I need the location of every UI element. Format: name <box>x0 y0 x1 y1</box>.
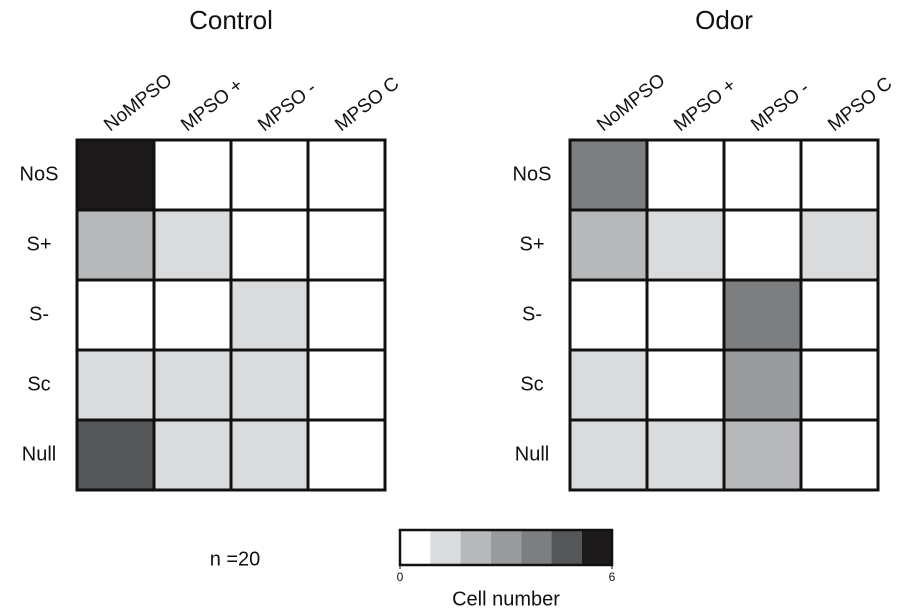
heatmap-cell <box>229 348 310 422</box>
heatmap-cell <box>799 138 880 212</box>
heatmap-cell <box>722 208 803 282</box>
heatmap-cell <box>645 278 726 352</box>
row-label: Null <box>22 443 56 465</box>
colorbar-swatch <box>460 530 491 565</box>
heatmap-cell <box>306 208 387 282</box>
heatmap-cell <box>722 348 803 422</box>
row-label: Sc <box>27 373 50 395</box>
colorbar-swatch <box>521 530 552 565</box>
colorbar-swatch <box>581 530 612 565</box>
heatmap-cell <box>568 418 649 492</box>
colorbar-frame <box>398 528 614 567</box>
heatmap-cell <box>229 418 310 492</box>
heatmap-cell <box>722 418 803 492</box>
heatmap-cell <box>75 138 156 212</box>
heatmap-cell <box>229 208 310 282</box>
row-label: Null <box>515 443 549 465</box>
heatmap-cell <box>568 348 649 422</box>
heatmap-cell <box>306 138 387 212</box>
row-label: NoS <box>513 163 552 185</box>
colorbar-swatch <box>400 530 431 565</box>
heatmap-cell <box>722 138 803 212</box>
heatmap-cell <box>306 278 387 352</box>
column-label: MPSO C <box>824 73 896 136</box>
heatmap-cell <box>306 418 387 492</box>
heatmap-cell <box>799 208 880 282</box>
heatmap-cell <box>152 278 233 352</box>
heatmap-cell <box>75 278 156 352</box>
column-label: MPSO + <box>670 75 740 136</box>
colorbar-label: Cell number <box>452 588 560 610</box>
heatmap-cell <box>152 208 233 282</box>
column-label: NoMPSO <box>593 70 669 136</box>
row-label: S+ <box>26 233 51 255</box>
colorbar-swatch <box>490 530 522 565</box>
column-label: MPSO C <box>331 73 403 136</box>
heatmap-cell <box>568 138 649 212</box>
column-label: MPSO - <box>747 78 813 136</box>
heatmap-cell <box>152 418 233 492</box>
colorbar-swatch <box>430 530 461 565</box>
heatmap-cell <box>229 278 310 352</box>
row-label: S- <box>29 303 49 325</box>
panel-title: Odor <box>695 5 753 35</box>
colorbar-tick-label: 0 <box>397 570 404 584</box>
heatmap-cell <box>799 348 880 422</box>
heatmap-cell <box>152 138 233 212</box>
heatmap-cell <box>75 348 156 422</box>
colorbar-tick-label: 6 <box>609 570 616 584</box>
row-label: S+ <box>519 233 544 255</box>
row-label: Sc <box>520 373 543 395</box>
row-label: S- <box>522 303 542 325</box>
column-label: MPSO + <box>177 75 247 136</box>
heatmap-cell <box>568 208 649 282</box>
annotation: n =20 <box>210 548 261 570</box>
heatmap-cell <box>799 278 880 352</box>
heatmap-cell <box>306 348 387 422</box>
heatmap-cell <box>645 348 726 422</box>
heatmap-cell <box>75 208 156 282</box>
heatmap-cell <box>75 418 156 492</box>
heatmap-cell <box>799 418 880 492</box>
heatmap-cell <box>229 138 310 212</box>
heatmap-cell <box>645 208 726 282</box>
heatmap-cell <box>645 138 726 212</box>
heatmap-cell <box>568 278 649 352</box>
heatmap-cell <box>645 418 726 492</box>
column-label: MPSO - <box>254 78 320 136</box>
heatmap-cell <box>722 278 803 352</box>
heatmap-cell <box>152 348 233 422</box>
colorbar-swatch <box>551 530 582 565</box>
column-label: NoMPSO <box>100 70 176 136</box>
row-label: NoS <box>20 163 59 185</box>
panel-title: Control <box>189 5 273 35</box>
